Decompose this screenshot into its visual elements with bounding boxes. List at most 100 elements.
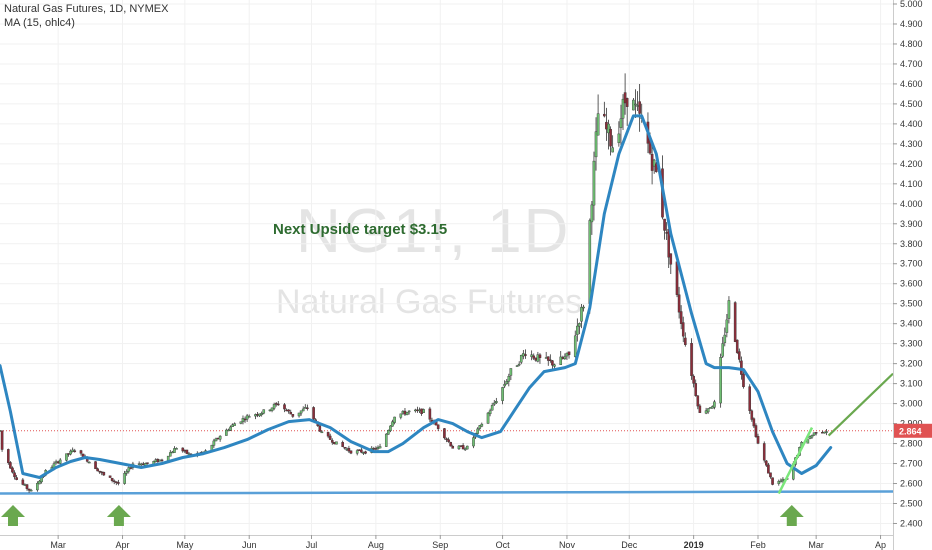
price-axis-bg [893, 0, 932, 550]
candle [233, 422, 236, 426]
candles [0, 73, 828, 493]
candle-body [139, 463, 143, 466]
candle [713, 399, 716, 410]
candle-body [588, 220, 592, 304]
candle [592, 151, 596, 221]
candle-body [814, 432, 818, 434]
candle [38, 479, 41, 485]
candle [634, 89, 637, 118]
candle-body [594, 131, 598, 158]
candle [638, 83, 641, 132]
candle-body [515, 365, 519, 367]
candle [507, 373, 511, 387]
candle [405, 412, 409, 416]
candle [457, 444, 461, 450]
candle [449, 441, 452, 447]
candle [65, 453, 68, 462]
candle-body [762, 443, 766, 461]
candle [301, 406, 305, 412]
candle [274, 402, 278, 407]
candle-body [756, 435, 760, 444]
candle-body [360, 449, 363, 453]
candle-body [422, 409, 425, 413]
candle-body [812, 432, 816, 436]
candle [312, 406, 315, 422]
candle [137, 461, 141, 466]
candle [765, 459, 768, 468]
candle [399, 413, 403, 420]
candle-body [443, 428, 446, 439]
candle [110, 477, 114, 483]
candle-body [87, 461, 91, 464]
candle-body [227, 429, 230, 432]
y-tick-label: 3.600 [900, 279, 923, 289]
candle-body [767, 464, 770, 474]
y-tick-label: 2.400 [900, 518, 923, 528]
candle [241, 415, 245, 425]
candle-body [777, 481, 781, 484]
candle-body [530, 354, 533, 357]
candle [490, 402, 494, 411]
candle [609, 126, 612, 156]
x-tick-label: Sep [432, 540, 448, 550]
candle-body [605, 121, 608, 130]
candle [777, 479, 781, 486]
candle-body [769, 472, 772, 478]
candle-body [407, 410, 411, 413]
candle-body [632, 99, 635, 111]
candle-body [272, 404, 276, 409]
candle [79, 449, 83, 456]
candle-body [289, 411, 293, 415]
candle [698, 403, 702, 413]
candle-body [465, 445, 469, 450]
candle [750, 409, 754, 422]
time-axis-bg [0, 535, 893, 550]
candle [364, 450, 367, 455]
y-tick-label: 5.000 [900, 0, 923, 9]
candle-body [476, 428, 479, 434]
candle-body [299, 410, 303, 414]
candle [262, 409, 266, 415]
candle [814, 432, 818, 436]
candle-body [229, 426, 232, 431]
candle-body [708, 407, 712, 409]
candle-body [576, 325, 579, 335]
indicator-legend[interactable]: MA (15, ohlc4) [4, 17, 75, 29]
candle [567, 351, 571, 359]
candle [414, 408, 417, 413]
candle [154, 458, 158, 463]
candle [102, 471, 106, 476]
candle [270, 407, 274, 413]
candle [303, 404, 307, 409]
candle-body [652, 159, 656, 167]
candle [472, 435, 475, 449]
candle [576, 318, 579, 342]
candle-body [185, 449, 189, 454]
candle [486, 412, 490, 424]
candle [100, 471, 104, 476]
candle [183, 449, 187, 454]
candle-body [553, 364, 556, 367]
candle [21, 478, 25, 486]
candle-body [771, 477, 774, 485]
y-tick-label: 3.900 [900, 219, 923, 229]
symbol-legend[interactable]: Natural Gas Futures, 1D, NYMEX [4, 3, 169, 15]
candle [225, 428, 228, 436]
candle [245, 413, 249, 422]
x-tick-label: Aug [368, 540, 384, 550]
candle [185, 449, 189, 455]
y-tick-label: 4.000 [900, 199, 923, 209]
candle [25, 484, 29, 491]
candle-body [7, 449, 10, 463]
candle-body [123, 473, 126, 484]
candle [320, 430, 324, 434]
candle [677, 286, 681, 319]
candle [276, 401, 280, 406]
candle-body [297, 412, 301, 417]
candle [403, 408, 407, 417]
candle-body [823, 431, 826, 434]
candle [272, 402, 276, 411]
candle [384, 433, 388, 447]
